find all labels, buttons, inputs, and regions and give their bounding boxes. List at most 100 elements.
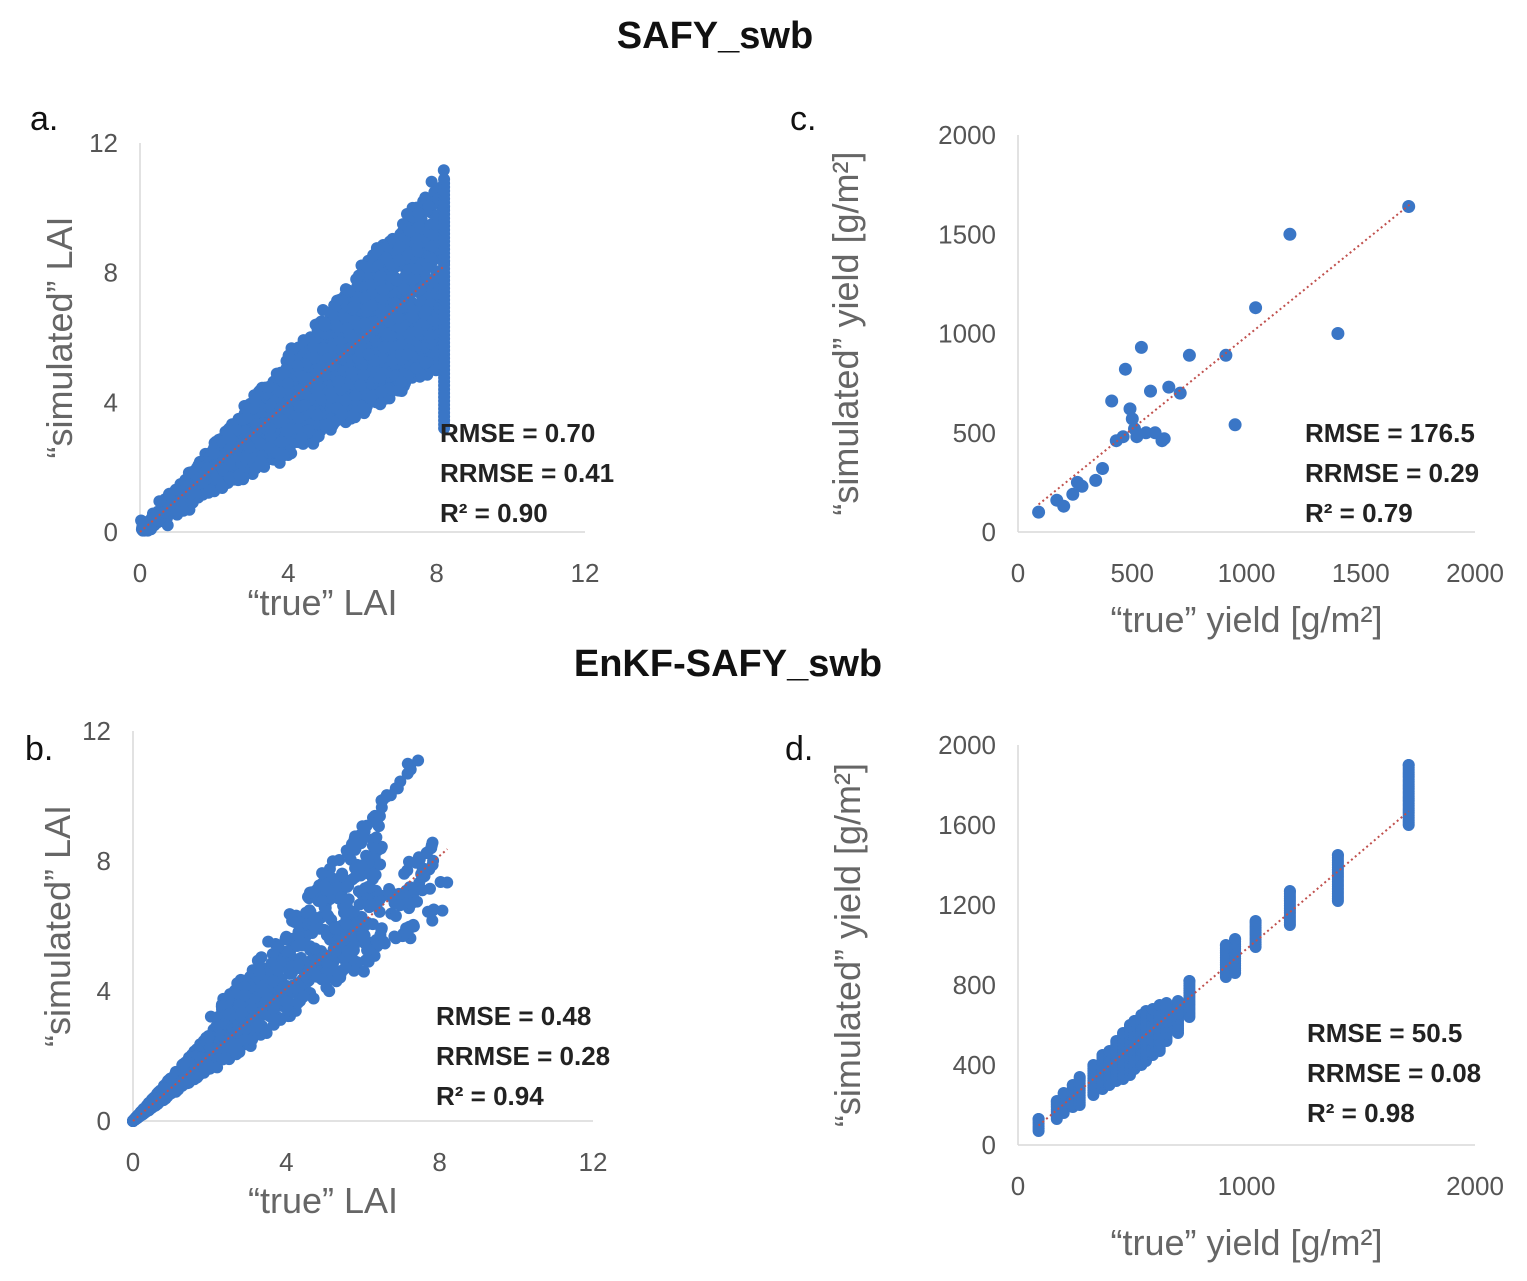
data-point — [377, 283, 390, 296]
data-point — [339, 283, 352, 296]
stat-annotation: RRMSE = 0.41 — [440, 458, 614, 488]
data-point — [397, 282, 410, 295]
data-point — [267, 975, 280, 988]
data-point — [395, 375, 408, 388]
data-point — [254, 438, 267, 451]
data-point — [374, 270, 387, 283]
data-point — [419, 356, 432, 369]
data-points — [135, 164, 451, 537]
data-point — [1183, 975, 1196, 987]
data-point — [393, 240, 406, 253]
data-point — [272, 447, 285, 460]
data-point — [375, 386, 388, 398]
data-point — [358, 291, 371, 304]
data-point — [338, 906, 350, 919]
data-point — [350, 273, 363, 286]
data-points — [1032, 759, 1415, 1137]
data-point — [366, 872, 379, 885]
data-point — [349, 919, 362, 932]
data-point — [235, 1006, 248, 1019]
data-point — [395, 301, 408, 314]
data-point — [329, 945, 342, 957]
data-point — [1057, 499, 1071, 513]
x-tick-label: 4 — [279, 1147, 293, 1177]
data-point — [316, 867, 329, 880]
data-points — [127, 754, 454, 1127]
data-point — [438, 173, 451, 186]
data-point — [404, 763, 417, 776]
data-point — [307, 992, 320, 1005]
data-point — [401, 208, 413, 220]
data-point — [428, 272, 441, 285]
y-tick-label: 4 — [97, 976, 111, 1006]
data-point — [322, 884, 335, 897]
data-point — [224, 433, 237, 446]
data-point — [176, 1074, 189, 1087]
data-point — [329, 922, 341, 935]
data-point — [1229, 933, 1242, 945]
data-point — [323, 985, 336, 998]
stat-annotation: RMSE = 0.48 — [436, 1001, 591, 1031]
data-point — [1096, 462, 1109, 475]
data-point — [357, 965, 370, 978]
data-point — [424, 882, 436, 895]
data-point — [414, 283, 427, 296]
data-point — [255, 1006, 268, 1019]
y-tick-label: 1000 — [938, 319, 996, 349]
data-point — [349, 871, 362, 884]
data-point — [1125, 412, 1139, 426]
data-point — [172, 506, 185, 519]
data-point — [361, 918, 373, 931]
data-point — [268, 1013, 281, 1026]
data-point — [356, 930, 369, 943]
data-point — [1105, 394, 1119, 408]
data-point — [216, 1053, 229, 1066]
data-point — [233, 469, 246, 481]
data-point — [332, 375, 345, 388]
data-point — [333, 854, 346, 866]
y-tick-label: 8 — [97, 846, 111, 876]
stat-annotation: R² = 0.98 — [1307, 1098, 1415, 1128]
data-point — [1057, 1087, 1070, 1099]
data-point — [300, 906, 312, 919]
data-point — [345, 366, 358, 379]
y-tick-label: 0 — [982, 1130, 996, 1160]
data-point — [426, 858, 439, 871]
data-point — [272, 940, 285, 953]
data-point — [1123, 402, 1137, 416]
data-point — [1249, 915, 1262, 927]
data-point — [1087, 1059, 1100, 1071]
data-point — [331, 881, 344, 894]
data-point — [1331, 327, 1345, 340]
data-point — [352, 885, 365, 898]
data-point — [1160, 997, 1173, 1009]
x-tick-label: 12 — [571, 558, 600, 588]
data-point — [238, 1033, 251, 1046]
data-point — [362, 348, 375, 361]
x-axis-title: “true” LAI — [248, 1180, 398, 1221]
data-point — [1139, 426, 1153, 440]
data-point — [411, 245, 424, 258]
x-tick-label: 2000 — [1446, 1171, 1504, 1201]
data-point — [166, 1076, 179, 1089]
y-axis-title: “simulated” yield [g/m²] — [825, 151, 866, 515]
data-point — [1228, 418, 1242, 432]
x-tick-label: 1000 — [1218, 1171, 1276, 1201]
data-point — [1032, 505, 1046, 519]
data-point — [250, 1020, 263, 1033]
data-point — [137, 1104, 150, 1116]
data-point — [389, 932, 402, 945]
data-point — [136, 516, 149, 529]
data-point — [223, 443, 236, 456]
data-point — [238, 989, 251, 1002]
data-point — [349, 389, 362, 402]
data-point — [1182, 348, 1196, 362]
x-tick-label: 12 — [579, 1147, 608, 1177]
data-point — [225, 1037, 238, 1050]
data-point — [343, 342, 356, 355]
panel-b: 0 4 8 12 0 4 8 12 b. “true” LAI “simulated” LAI RMS… — [25, 716, 610, 1221]
panel-d: 0 1000 2000 0 400 800 1200 1600 2000 d. “true” yie… — [785, 730, 1504, 1263]
data-point — [392, 311, 404, 324]
data-point — [410, 362, 423, 374]
y-tick-label: 4 — [104, 387, 118, 417]
